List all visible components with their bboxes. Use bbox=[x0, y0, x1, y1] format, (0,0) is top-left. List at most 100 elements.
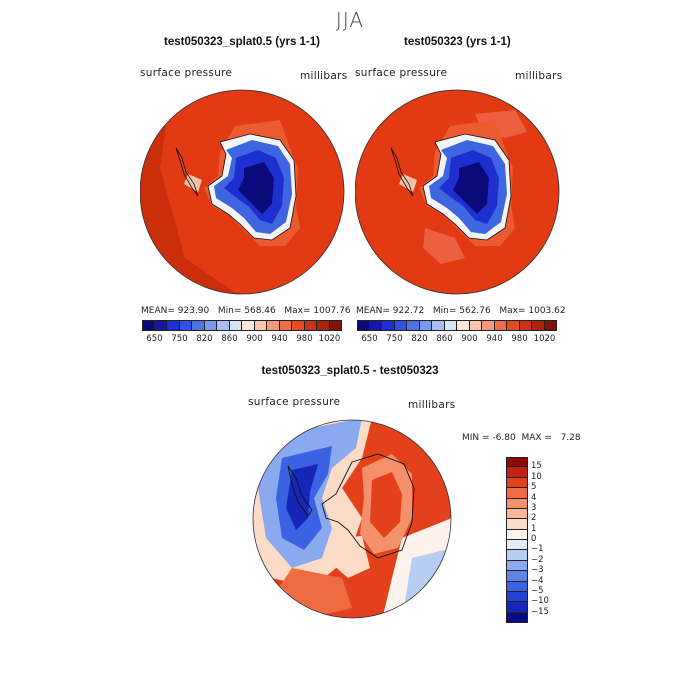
difference-max-value: 7.28 bbox=[560, 433, 581, 443]
difference-colorbar-swatch bbox=[506, 540, 528, 551]
difference-max-label: MAX = bbox=[521, 433, 552, 443]
difference-colorbar-swatch bbox=[506, 498, 528, 509]
difference-stats: MIN = -6.80 MAX = 7.28 bbox=[462, 433, 581, 443]
panel-2-title: test050323 (yrs 1-1) bbox=[404, 36, 511, 48]
difference-map bbox=[252, 419, 452, 619]
panel-1-colorbar-swatch bbox=[317, 320, 330, 331]
panel-1-title: test050323_splat0.5 (yrs 1-1) bbox=[164, 36, 320, 48]
panel-1-colorbar-swatch bbox=[292, 320, 305, 331]
panel-2-colorbar-swatch bbox=[469, 320, 482, 331]
panel-2-units-label: millibars bbox=[515, 70, 563, 82]
panel-1-map bbox=[140, 89, 345, 295]
difference-colorbar-tick-label: 2 bbox=[531, 513, 537, 524]
panel-1-colorbar-tick-label: 820 bbox=[196, 334, 213, 344]
panel-2-colorbar-tick-label: 860 bbox=[436, 334, 453, 344]
panel-2-min-label: Min= bbox=[432, 306, 457, 316]
panel-1-colorbar-tick-label: 1020 bbox=[318, 334, 341, 344]
panel-1-colorbar-tick-label: 940 bbox=[271, 334, 288, 344]
panel-2-max-value: 1003.62 bbox=[528, 306, 566, 316]
difference-units-label: millibars bbox=[408, 399, 456, 411]
difference-colorbar-tick-label: 5 bbox=[531, 482, 537, 493]
panel-1-colorbar-swatch bbox=[204, 320, 217, 331]
panel-2-colorbar-tick-label: 1020 bbox=[533, 334, 556, 344]
panel-2-colorbar-swatch bbox=[444, 320, 457, 331]
panel-1-mean-label: MEAN= bbox=[141, 306, 175, 316]
season-title: JJA bbox=[335, 8, 365, 32]
panel-1-colorbar: 650 750 820 860 900 940 980 1020 bbox=[142, 320, 342, 350]
difference-colorbar-swatch bbox=[506, 560, 528, 572]
difference-colorbar-tick-label: −15 bbox=[531, 606, 549, 617]
panel-1-colorbar-swatch bbox=[179, 320, 192, 331]
panel-1-units-label: millibars bbox=[300, 70, 348, 82]
difference-min-label: MIN = bbox=[462, 433, 490, 443]
panel-2-stats: MEAN= 922.72 Min= 562.76 Max= 1003.62 bbox=[356, 306, 566, 316]
panel-1-colorbar-swatch bbox=[242, 320, 255, 331]
panel-1-colorbar-swatch bbox=[167, 320, 180, 331]
difference-variable-label: surface pressure bbox=[248, 396, 341, 408]
difference-colorbar-swatch bbox=[506, 508, 528, 520]
panel-2-mean-label: MEAN= bbox=[356, 306, 390, 316]
difference-colorbar-swatch bbox=[506, 581, 528, 592]
panel-1-stats: MEAN= 923.90 Min= 568.46 Max= 1007.76 bbox=[141, 306, 351, 316]
panel-2-colorbar-swatch bbox=[419, 320, 432, 331]
panel-2-colorbar-swatch bbox=[494, 320, 507, 331]
difference-colorbar-tick-label: −2 bbox=[531, 554, 544, 565]
difference-colorbar-tick-label: 0 bbox=[531, 534, 537, 544]
panel-1-mean-value: 923.90 bbox=[177, 306, 210, 316]
panel-2-max-label: Max= bbox=[499, 306, 526, 316]
panel-2-colorbar-tick-label: 820 bbox=[411, 334, 428, 344]
difference-colorbar-swatch bbox=[506, 571, 528, 582]
panel-1-colorbar-swatch bbox=[154, 320, 167, 331]
panel-2-colorbar-tick-label: 650 bbox=[361, 334, 378, 344]
panel-1-variable-label: surface pressure bbox=[140, 67, 233, 79]
difference-min-value: -6.80 bbox=[492, 433, 516, 443]
difference-colorbar-tick-label: 15 bbox=[531, 461, 542, 472]
panel-1-min-value: 568.46 bbox=[244, 306, 276, 316]
panel-2-map bbox=[355, 89, 560, 295]
panel-2-colorbar-tick-label: 750 bbox=[386, 334, 403, 344]
panel-2-colorbar-swatch bbox=[519, 320, 532, 331]
difference-colorbar-tick-label: −1 bbox=[531, 544, 544, 555]
panel-1-colorbar-tick-label: 860 bbox=[221, 334, 238, 344]
difference-colorbar-swatch bbox=[506, 477, 528, 489]
panel-2-colorbar-swatch bbox=[482, 320, 495, 331]
panel-1-colorbar-tick-label: 980 bbox=[296, 334, 313, 344]
difference-colorbar-swatch bbox=[506, 550, 528, 561]
panel-2-colorbar-tick-label: 980 bbox=[511, 334, 528, 344]
panel-1-colorbar-swatch bbox=[304, 320, 317, 331]
panel-2-colorbar-swatch bbox=[407, 320, 420, 331]
panel-1-colorbar-swatch bbox=[192, 320, 205, 331]
difference-colorbar-frame bbox=[506, 457, 528, 623]
panel-2-min-value: 562.76 bbox=[459, 306, 491, 316]
panel-2-colorbar-swatch bbox=[382, 320, 395, 331]
difference-colorbar-tick-label: −5 bbox=[531, 585, 544, 596]
panel-1-colorbar-swatch bbox=[254, 320, 267, 331]
panel-1-max-value: 1007.76 bbox=[313, 306, 351, 316]
difference-colorbar-swatch bbox=[506, 591, 528, 603]
difference-colorbar: 15 10 5 4 3 2 1 0 −1 −2 −3 −4 −5 −10 −15 bbox=[506, 457, 566, 623]
panel-2-colorbar-swatch bbox=[457, 320, 470, 331]
difference-colorbar-swatch bbox=[506, 602, 528, 613]
panel-1-max-label: Max= bbox=[284, 306, 311, 316]
difference-colorbar-tick-label: −4 bbox=[531, 575, 544, 586]
difference-colorbar-tick-label: −10 bbox=[531, 596, 549, 607]
difference-colorbar-swatch bbox=[506, 529, 528, 540]
panel-2-colorbar-frame bbox=[357, 320, 557, 331]
difference-colorbar-tick-label: 10 bbox=[531, 471, 542, 482]
panel-1-colorbar-swatch bbox=[217, 320, 230, 331]
panel-1-colorbar-swatch bbox=[279, 320, 292, 331]
difference-colorbar-tick-label: −3 bbox=[531, 565, 544, 576]
panel-1-colorbar-swatch bbox=[267, 320, 280, 331]
panel-2-colorbar-tick-label: 940 bbox=[486, 334, 503, 344]
difference-colorbar-swatch bbox=[506, 467, 528, 478]
panel-2-mean-value: 922.72 bbox=[392, 306, 425, 316]
panel-2-colorbar-swatch bbox=[432, 320, 445, 331]
panel-2-colorbar: 650 750 820 860 900 940 980 1020 bbox=[357, 320, 557, 350]
panel-2-colorbar-tick-label: 900 bbox=[461, 334, 478, 344]
difference-colorbar-tick-label: 3 bbox=[531, 502, 537, 513]
panel-2-colorbar-swatch bbox=[357, 320, 370, 331]
difference-colorbar-swatch bbox=[506, 519, 528, 530]
panel-2-colorbar-swatch bbox=[369, 320, 382, 331]
panel-1-colorbar-swatch bbox=[229, 320, 242, 331]
panel-2-colorbar-swatch bbox=[507, 320, 520, 331]
